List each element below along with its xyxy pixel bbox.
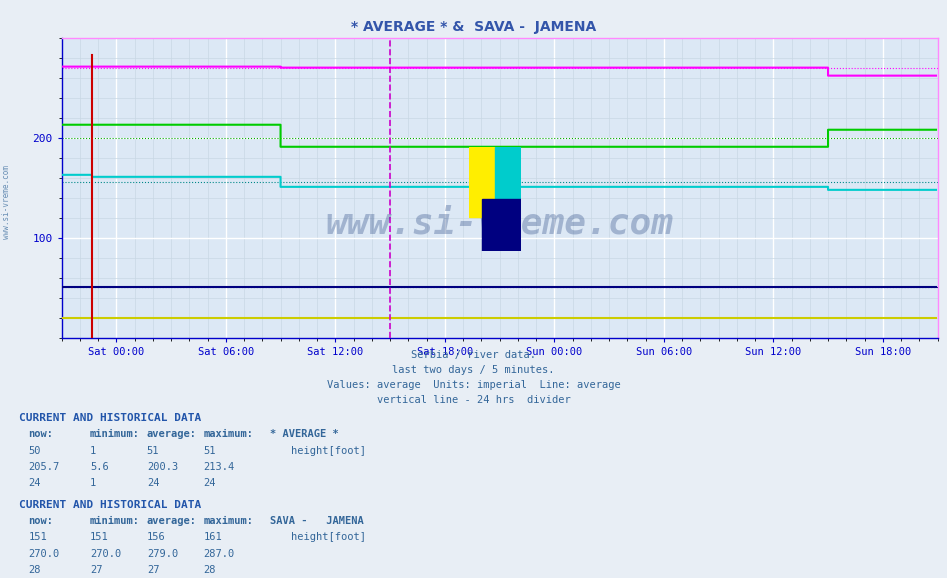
Text: 270.0: 270.0 (90, 549, 121, 558)
Text: average:: average: (147, 516, 197, 526)
Text: 151: 151 (90, 532, 109, 542)
Text: last two days / 5 minutes.: last two days / 5 minutes. (392, 365, 555, 375)
Text: 5.6: 5.6 (90, 462, 109, 472)
Text: 51: 51 (147, 446, 159, 455)
Text: 24: 24 (28, 478, 41, 488)
Text: minimum:: minimum: (90, 429, 140, 439)
Text: 151: 151 (28, 532, 47, 542)
Text: height[foot]: height[foot] (291, 532, 366, 542)
Bar (495, 147, 521, 217)
Text: 156: 156 (147, 532, 166, 542)
Text: 28: 28 (28, 565, 41, 575)
Text: average:: average: (147, 429, 197, 439)
Text: height[foot]: height[foot] (291, 446, 366, 455)
Text: 24: 24 (204, 478, 216, 488)
Text: 24: 24 (147, 478, 159, 488)
Bar (482, 199, 521, 251)
Text: 1: 1 (90, 478, 97, 488)
Text: Values: average  Units: imperial  Line: average: Values: average Units: imperial Line: av… (327, 380, 620, 390)
Text: Serbia / river data.: Serbia / river data. (411, 350, 536, 360)
Text: maximum:: maximum: (204, 516, 254, 526)
Text: SAVA -   JAMENA: SAVA - JAMENA (270, 516, 364, 526)
Text: 270.0: 270.0 (28, 549, 60, 558)
Text: CURRENT AND HISTORICAL DATA: CURRENT AND HISTORICAL DATA (19, 500, 201, 510)
Text: 1: 1 (90, 446, 97, 455)
Text: now:: now: (28, 516, 53, 526)
Text: minimum:: minimum: (90, 516, 140, 526)
Text: 205.7: 205.7 (28, 462, 60, 472)
Text: www.si-vreme.com: www.si-vreme.com (2, 165, 11, 239)
Text: 51: 51 (204, 446, 216, 455)
Text: 27: 27 (147, 565, 159, 575)
Text: 50: 50 (28, 446, 41, 455)
Text: 27: 27 (90, 565, 102, 575)
Text: www.si-vreme.com: www.si-vreme.com (326, 207, 673, 241)
Text: * AVERAGE * &  SAVA -  JAMENA: * AVERAGE * & SAVA - JAMENA (351, 20, 596, 34)
Text: vertical line - 24 hrs  divider: vertical line - 24 hrs divider (377, 395, 570, 405)
Text: 279.0: 279.0 (147, 549, 178, 558)
Bar (469, 147, 495, 217)
Text: 161: 161 (204, 532, 223, 542)
Text: 287.0: 287.0 (204, 549, 235, 558)
Text: now:: now: (28, 429, 53, 439)
Text: CURRENT AND HISTORICAL DATA: CURRENT AND HISTORICAL DATA (19, 413, 201, 423)
Text: 200.3: 200.3 (147, 462, 178, 472)
Text: 28: 28 (204, 565, 216, 575)
Text: 213.4: 213.4 (204, 462, 235, 472)
Text: * AVERAGE *: * AVERAGE * (270, 429, 339, 439)
Text: maximum:: maximum: (204, 429, 254, 439)
